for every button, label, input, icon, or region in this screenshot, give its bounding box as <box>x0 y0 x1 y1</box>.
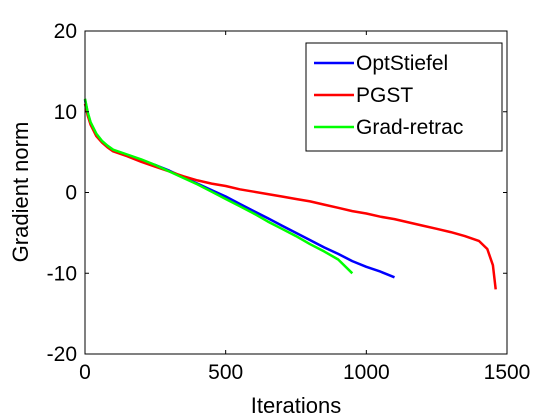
x-axis-label: Iterations <box>251 393 342 418</box>
x-tick-label-3: 1500 <box>484 361 531 384</box>
x-tick-label-0: 0 <box>79 361 91 384</box>
legend-label-0: OptStiefel <box>356 52 448 75</box>
legend-label-2: Grad-retrac <box>356 116 463 139</box>
legend-box <box>305 42 503 152</box>
series-layer <box>83 98 497 290</box>
series-line-1 <box>83 103 497 290</box>
tick-layer: 0 500 1000 1500 -20 -10 0 10 20 <box>47 20 531 384</box>
series-line-2 <box>83 98 354 275</box>
y-tick-label-0: -20 <box>47 343 77 366</box>
y-axis-label: Gradient norm <box>8 122 33 263</box>
legend-label-1: PGST <box>356 84 413 107</box>
y-tick-label-2: 0 <box>65 182 77 205</box>
x-tick-label-2: 1000 <box>343 361 390 384</box>
legend: OptStiefel PGST Grad-retrac <box>305 42 503 152</box>
y-tick-label-3: 10 <box>54 101 77 124</box>
x-tick-label-1: 500 <box>208 361 243 384</box>
y-tick-label-1: -10 <box>47 262 77 285</box>
y-tick-label-4: 20 <box>54 20 77 43</box>
